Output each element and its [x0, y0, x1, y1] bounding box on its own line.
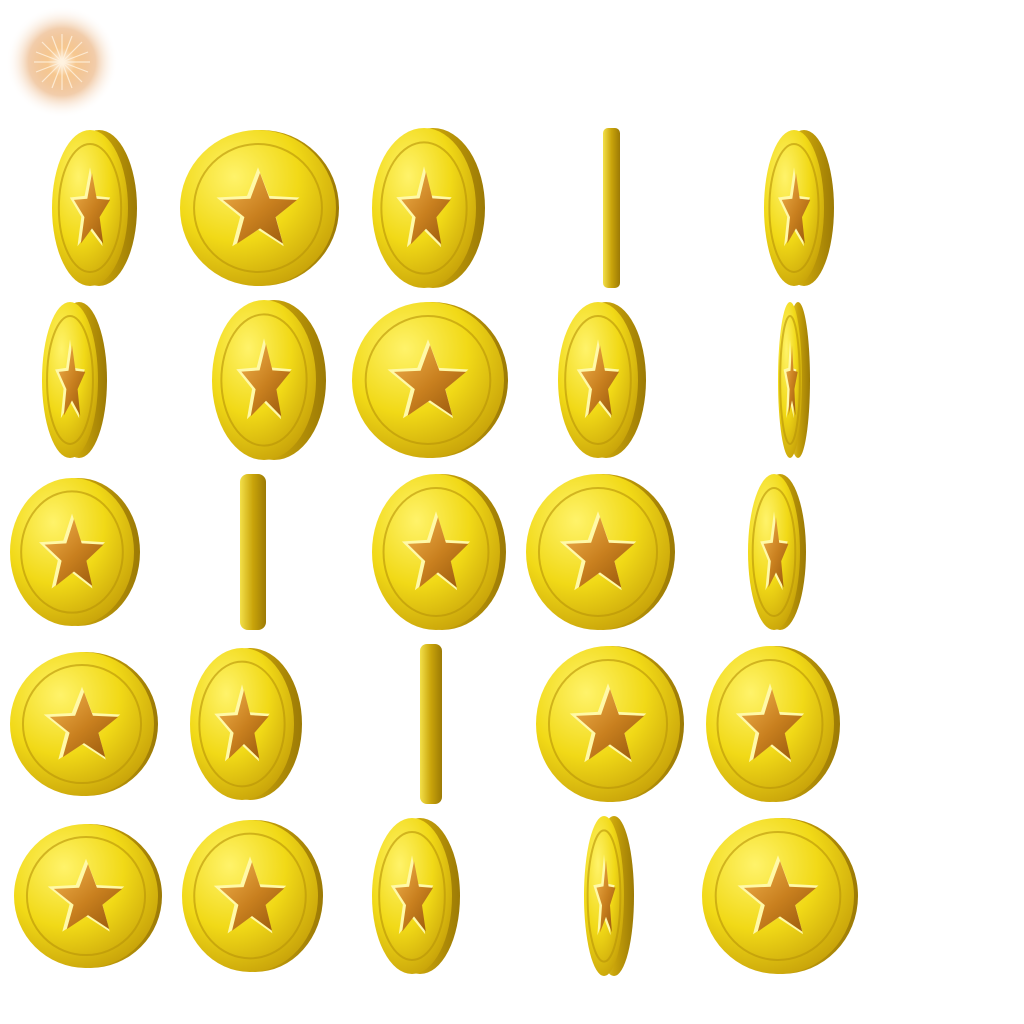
- coin-frame: [372, 128, 485, 288]
- star-icon: [73, 173, 111, 244]
- star-icon: [219, 862, 285, 931]
- coin-frame: [190, 648, 302, 800]
- star-icon: [241, 344, 291, 417]
- coin-inner-ring: [537, 487, 659, 617]
- coin-frame: [748, 474, 806, 630]
- star-icon: [219, 690, 269, 759]
- coin-inner-ring: [46, 315, 94, 445]
- coin-inner-ring: [20, 490, 124, 614]
- coin-frame: [706, 646, 840, 802]
- coin-frame: [352, 302, 508, 458]
- star-icon: [781, 173, 811, 244]
- star-icon: [575, 689, 645, 760]
- coin-inner-ring: [547, 659, 669, 789]
- star-icon: [786, 345, 798, 416]
- coin-inner-ring: [779, 315, 801, 445]
- coin-inner-ring: [193, 143, 323, 273]
- star-icon: [58, 345, 86, 416]
- coin-frame: [558, 302, 646, 458]
- coin-frame: [420, 644, 442, 804]
- coin-edge-slab: [240, 474, 266, 630]
- coin-frame: [778, 302, 810, 458]
- coin-frame: [603, 128, 620, 288]
- coin-inner-ring: [380, 141, 468, 275]
- coin-frame: [372, 818, 460, 974]
- coin-frame: [10, 652, 158, 796]
- coin-frame: [14, 824, 162, 968]
- coin-inner-ring: [364, 315, 492, 445]
- coin-inner-ring: [220, 313, 308, 447]
- coin-inner-ring: [378, 831, 446, 961]
- star-icon: [596, 860, 616, 933]
- star-icon: [49, 692, 119, 758]
- star-icon: [743, 861, 817, 932]
- coin-edge-slab: [420, 644, 442, 804]
- coin-frame: [372, 474, 506, 630]
- coin-frame: [702, 818, 858, 974]
- coin-frame: [240, 474, 266, 630]
- star-icon: [401, 172, 451, 245]
- star-icon: [565, 517, 635, 588]
- coin-inner-ring: [382, 487, 490, 617]
- star-icon: [763, 517, 789, 588]
- coin-inner-ring: [716, 659, 824, 789]
- star-icon: [44, 519, 104, 586]
- star-icon: [581, 345, 619, 416]
- coin-frame: [42, 302, 107, 458]
- star-icon: [53, 864, 123, 930]
- coin-frame: [10, 478, 140, 626]
- sparkle-burst-svg: [6, 6, 118, 118]
- coin-inner-ring: [57, 143, 123, 273]
- coin-inner-ring: [768, 143, 820, 273]
- coin-inner-ring: [193, 832, 307, 960]
- coin-inner-ring: [586, 829, 622, 963]
- star-icon: [741, 689, 803, 760]
- coin-edge-slab: [603, 128, 620, 288]
- star-icon: [395, 861, 433, 932]
- star-icon: [407, 517, 469, 588]
- coin-inner-ring: [564, 315, 632, 445]
- coin-frame: [212, 300, 326, 460]
- coin-frame: [180, 130, 339, 286]
- star-icon: [222, 173, 298, 244]
- coin-frame: [182, 820, 323, 972]
- coin-frame: [526, 474, 675, 630]
- coin-frame: [52, 130, 137, 286]
- star-icon: [393, 345, 467, 416]
- coin-inner-ring: [25, 835, 147, 957]
- coin-inner-ring: [751, 487, 797, 617]
- coin-inner-ring: [198, 660, 286, 788]
- coin-frame: [764, 130, 834, 286]
- coin-inner-ring: [21, 663, 143, 785]
- sparkle-burst-icon: [4, 4, 120, 120]
- coin-frame: [536, 646, 684, 802]
- coin-frame: [584, 816, 634, 976]
- coin-inner-ring: [714, 831, 842, 961]
